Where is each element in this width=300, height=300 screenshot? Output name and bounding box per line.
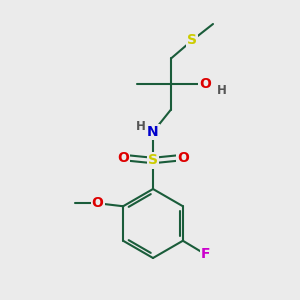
Text: O: O [92, 196, 103, 210]
Text: F: F [201, 247, 210, 261]
Text: O: O [177, 151, 189, 164]
Text: S: S [187, 34, 197, 47]
Text: S: S [148, 154, 158, 167]
Text: O: O [117, 151, 129, 164]
Text: N: N [147, 125, 159, 139]
Text: H: H [136, 120, 145, 133]
Text: H: H [217, 83, 227, 97]
Text: O: O [200, 77, 211, 91]
